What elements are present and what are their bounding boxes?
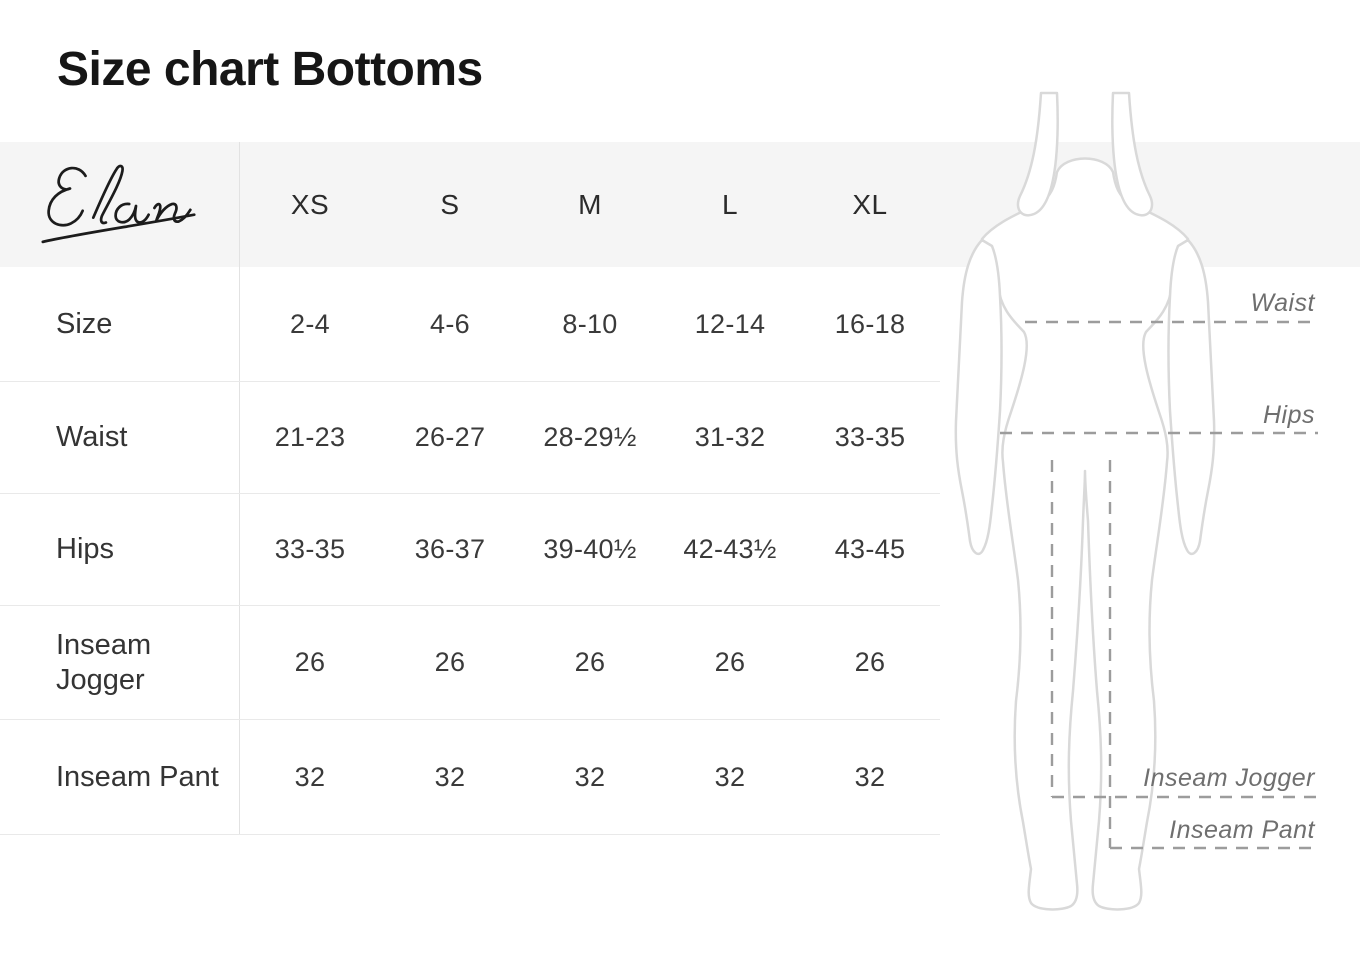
cell-inseam-pant-l: 32: [714, 761, 746, 792]
cell-inseam-pant-xl: 32: [854, 761, 886, 792]
column-header-xl: XL: [852, 188, 888, 220]
silhouette-right-arm: [1167, 238, 1216, 556]
row-label-inseam-jogger: Inseam Jogger: [0, 606, 240, 719]
cell-hips-l: 42-43½: [683, 534, 777, 564]
column-header-m: M: [578, 188, 602, 220]
cell-size-m: 8-10: [562, 308, 618, 339]
cell-inseam-pant-s: 32: [434, 761, 466, 792]
table-header-row: XS S M L XL: [0, 142, 940, 267]
cell-inseam-jogger-xl: 26: [854, 647, 886, 677]
table-row-hips: Hips 33-35 36-37 39-40½ 42-43½ 43-45: [0, 493, 940, 605]
table-row-size: Size 2-4 4-6 8-10 12-14 16-18: [0, 267, 940, 381]
silhouette-torso-legs: [980, 157, 1190, 911]
row-label-inseam-pant: Inseam Pant: [0, 720, 240, 834]
body-measurement-figure: [940, 0, 1360, 968]
cell-size-xl: 16-18: [834, 308, 906, 339]
column-header-l: L: [721, 188, 739, 220]
row-label-waist: Waist: [0, 382, 240, 493]
cell-inseam-jogger-m: 26: [574, 647, 606, 677]
annotation-inseam-jogger: Inseam Jogger: [1143, 764, 1315, 792]
brand-logo: [0, 142, 240, 267]
cell-waist-m: 28-29½: [543, 422, 637, 452]
row-label-size: Size: [0, 267, 240, 381]
cell-size-xs: 2-4: [290, 308, 330, 339]
annotation-hips: Hips: [1262, 401, 1315, 429]
cell-inseam-pant-m: 32: [574, 761, 606, 792]
cell-inseam-pant-xs: 32: [294, 761, 326, 792]
silhouette-left-arm: [954, 238, 1003, 556]
cell-inseam-jogger-s: 26: [434, 647, 466, 677]
cell-size-s: 4-6: [430, 308, 470, 339]
table-row-inseam-pant: Inseam Pant 32 32 32 32 32: [0, 719, 940, 835]
row-label-hips: Hips: [0, 494, 240, 605]
brand-signature-icon: [41, 164, 196, 243]
table-row-inseam-jogger: Inseam Jogger 26 26 26 26 26: [0, 605, 940, 719]
cell-hips-m: 39-40½: [543, 534, 637, 564]
cell-waist-s: 26-27: [414, 422, 486, 452]
female-silhouette-diagram: [954, 91, 1318, 911]
cell-size-l: 12-14: [694, 308, 766, 339]
cell-waist-l: 31-32: [694, 422, 766, 452]
silhouette-hair-right: [1111, 91, 1154, 217]
cell-hips-xl: 43-45: [834, 534, 906, 564]
page-title: Size chart Bottoms: [57, 43, 483, 96]
cell-inseam-jogger-l: 26: [714, 647, 746, 677]
cell-waist-xs: 21-23: [274, 422, 346, 452]
cell-hips-xs: 33-35: [274, 534, 346, 564]
cell-hips-s: 36-37: [414, 534, 486, 564]
silhouette-hair-left: [1016, 91, 1059, 217]
cell-inseam-jogger-xs: 26: [294, 647, 326, 677]
size-table: XS S M L XL Size 2-4 4-6 8-10 12-14 16-1…: [0, 142, 940, 835]
column-header-xs: XS: [290, 188, 330, 220]
table-row-waist: Waist 21-23 26-27 28-29½ 31-32 33-35: [0, 381, 940, 493]
column-header-s: S: [440, 188, 460, 220]
annotation-waist: Waist: [1250, 289, 1315, 317]
cell-waist-xl: 33-35: [834, 422, 906, 452]
annotation-inseam-pant: Inseam Pant: [1169, 816, 1315, 844]
